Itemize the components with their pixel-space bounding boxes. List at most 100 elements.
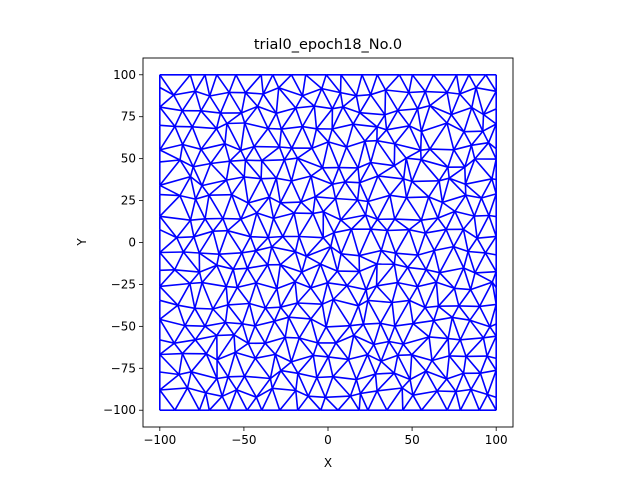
mesh-edge	[358, 254, 378, 265]
mesh-edge	[488, 142, 497, 150]
mesh-edge	[359, 94, 372, 114]
mesh-edge	[431, 355, 450, 362]
mesh-edge	[267, 127, 282, 130]
mesh-edge	[275, 159, 286, 179]
mesh-edge	[240, 202, 249, 220]
mesh-edge	[473, 215, 478, 239]
mesh-edge	[433, 320, 449, 340]
mesh-edge	[216, 351, 236, 361]
mesh-edge	[280, 302, 298, 308]
mesh-edge	[439, 267, 464, 274]
mesh-edge	[357, 199, 369, 203]
mesh-edge	[470, 130, 484, 146]
mesh-edge	[212, 218, 224, 232]
mesh-edge	[254, 320, 275, 327]
y-tick-label: 0	[128, 236, 136, 250]
mesh-edge	[201, 163, 212, 186]
mesh-edge	[194, 198, 206, 220]
mesh-edge	[179, 194, 196, 200]
mesh-edge	[327, 356, 334, 377]
mesh-edge	[459, 319, 471, 341]
mesh-edge	[407, 266, 427, 271]
mesh-edge	[352, 112, 361, 125]
mesh-edge	[375, 263, 395, 287]
mesh-edge	[486, 335, 497, 357]
mesh-edge	[306, 245, 332, 257]
x-tick-label: 0	[324, 433, 332, 447]
mesh-edge	[189, 198, 197, 221]
mesh-edge	[201, 281, 227, 288]
mesh-edge	[486, 355, 497, 360]
mesh-edge	[370, 218, 379, 230]
mesh-edge	[380, 249, 395, 265]
mesh-edge	[240, 218, 252, 238]
mesh-edge	[159, 339, 175, 344]
mesh-edge	[290, 180, 302, 203]
mesh-edge	[342, 95, 357, 108]
mesh-edge	[322, 197, 337, 213]
mesh-edge	[409, 354, 413, 380]
mesh-edge	[420, 219, 427, 234]
mesh-edge	[313, 88, 323, 107]
mesh-edge	[178, 371, 192, 376]
mesh-edge	[384, 109, 399, 116]
mesh-edge	[321, 74, 327, 89]
mesh-edge	[297, 147, 313, 159]
mesh-edge	[331, 92, 342, 110]
mesh-edge	[397, 354, 411, 380]
mesh-edge	[353, 123, 378, 128]
mesh-edge	[235, 375, 246, 391]
mesh-edge	[325, 74, 342, 94]
mesh-edge	[241, 249, 256, 254]
mesh-edge	[267, 112, 278, 129]
mesh-edge	[377, 165, 395, 177]
mesh-edge	[319, 246, 332, 265]
mesh-edge	[393, 355, 399, 374]
mesh-edge	[376, 126, 387, 131]
mesh-edge	[295, 373, 299, 391]
mesh-edge	[296, 302, 312, 320]
mesh-edge	[253, 128, 269, 148]
mesh-edge	[280, 369, 299, 375]
mesh-edge	[192, 166, 203, 186]
mesh-edge	[247, 264, 268, 270]
mesh-edge	[310, 303, 323, 320]
mesh-edge	[315, 128, 329, 143]
mesh-edge	[417, 104, 431, 110]
mesh-edge	[365, 285, 377, 291]
mesh-edge	[204, 325, 218, 337]
mesh-edge	[294, 280, 312, 289]
mesh-edge	[215, 112, 222, 129]
mesh-edge	[478, 306, 491, 328]
mesh-edge	[257, 105, 277, 115]
mesh-edge	[450, 114, 465, 133]
mesh-edge	[321, 87, 341, 94]
mesh-edge	[401, 387, 404, 411]
mesh-edge	[448, 177, 466, 185]
mesh-edge	[159, 342, 175, 356]
mesh-edge	[355, 95, 361, 113]
mesh-edge	[385, 89, 409, 94]
mesh-edge	[357, 140, 366, 169]
mesh-edge	[438, 246, 455, 274]
mesh-edge	[455, 388, 472, 393]
mesh-edge	[159, 282, 190, 288]
mesh-edge	[396, 282, 411, 301]
mesh-edge	[249, 302, 266, 309]
mesh-edge	[479, 355, 488, 374]
mesh-edge	[474, 270, 497, 274]
mesh-edge	[210, 162, 227, 181]
mesh-edge	[416, 91, 427, 110]
mesh-edge	[408, 125, 422, 151]
mesh-edge	[405, 181, 413, 198]
mesh-edge	[428, 320, 435, 338]
mesh-edge	[278, 129, 283, 148]
mesh-edge	[274, 336, 286, 355]
mesh-edge	[272, 74, 280, 89]
mesh-edge	[459, 86, 477, 95]
chart-title: trial0_epoch18_No.0	[254, 37, 402, 53]
mesh-edge	[365, 263, 378, 291]
mesh-edge	[369, 162, 379, 177]
mesh-edge	[181, 339, 196, 355]
